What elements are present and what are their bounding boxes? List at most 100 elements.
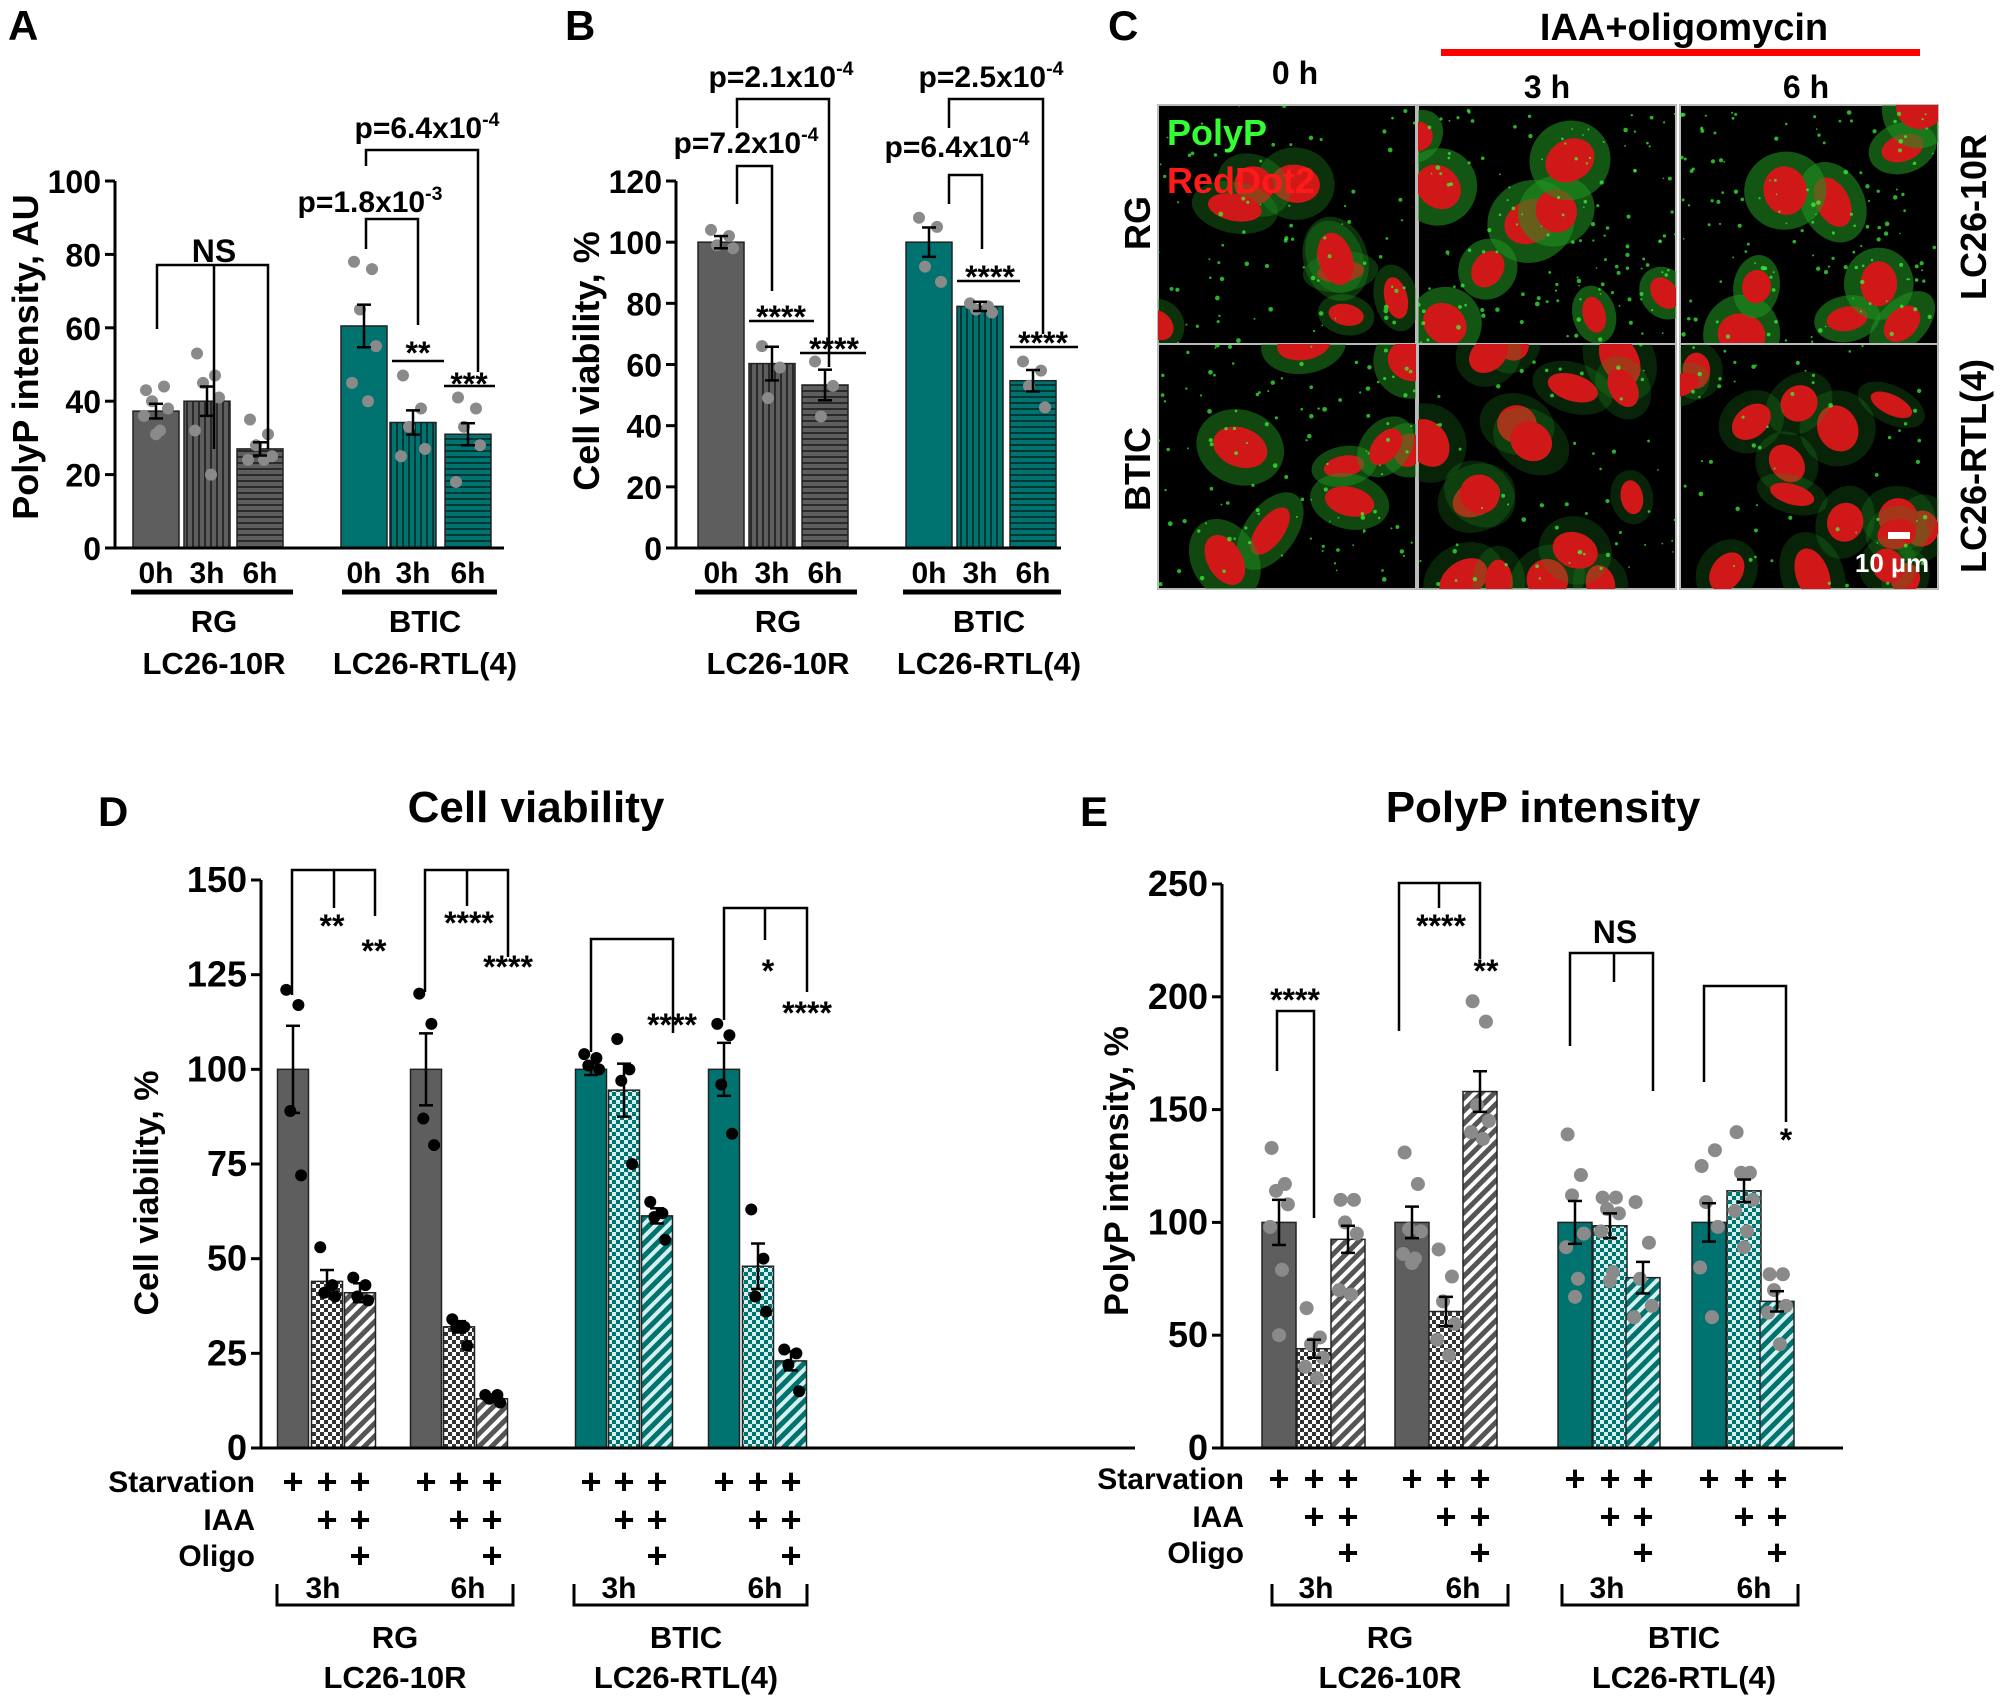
error-bar [1737,1178,1751,1204]
bar [801,384,849,549]
error-bar [765,345,779,382]
significance-label: ** [406,335,431,371]
data-point [626,1158,639,1170]
data-point [1465,994,1480,1009]
data-point [726,1127,739,1140]
data-point [1568,1289,1582,1304]
data-point [1594,1224,1609,1239]
data-point [762,392,774,405]
x-tick-label: 0h [703,557,738,590]
data-point [370,340,382,353]
y-tick-label: 50 [1168,1314,1208,1355]
data-point [461,1339,474,1352]
p-value-base: p=1.8x10 [298,186,426,219]
data-point [362,395,374,408]
treatment-row-label: IAA [203,1504,255,1537]
bar [574,1068,608,1449]
data-point [314,1241,327,1254]
data-point [295,1169,308,1182]
error-bar [784,1350,798,1372]
p-value-base: p=6.4x10 [355,112,483,145]
data-point [782,1358,795,1371]
data-point [1627,1310,1642,1325]
error-bar [1603,1212,1617,1240]
data-point [452,391,464,404]
p-value-base: p=6.4x10 [885,131,1013,164]
data-point [913,211,925,224]
data-point [347,1271,360,1284]
p-value-base: p=2.5x10 [919,61,1047,94]
p-value-exponent: -3 [425,183,442,205]
data-point [1608,1190,1623,1205]
data-point [326,1279,339,1292]
data-point [1772,1337,1787,1352]
p-value-label: p=6.4x10-4 [355,109,500,145]
data-point [745,1203,758,1216]
data-point [1603,1274,1617,1289]
chart-panel-d: 0 25 50 75 100 125 150 Cell viability Cell viabi… [108,783,1135,1695]
error-bar [406,409,420,436]
data-point [205,468,217,481]
error-bar [149,402,163,420]
data-point [397,369,409,382]
treatment-mark: + [481,1461,502,1502]
bar [1592,1225,1628,1449]
treatment-mark: + [448,1499,469,1540]
treatment-mark: + [613,1499,634,1540]
data-point [1441,1348,1456,1363]
p-value-exponent: -4 [801,124,818,146]
significance-annotations: ********************* [290,868,832,1052]
data-point [1710,1219,1725,1234]
treatment-row-label: Starvation [108,1466,255,1499]
data-point [413,987,426,1000]
data-point [191,347,203,360]
p-value-exponent: -4 [482,109,499,131]
data-point [474,439,486,452]
error-bar [717,1041,731,1098]
treatment-mark: + [1303,1458,1324,1499]
data-point [793,1385,806,1398]
data-point [470,402,482,415]
treatment-mark: + [448,1461,469,1502]
significance-label: **** [444,905,494,941]
treatment-mark: + [316,1461,337,1502]
treatment-mark: + [1766,1458,1787,1499]
data-point [1338,1215,1353,1230]
treatment-mark: + [1632,1496,1653,1537]
treatment-mark: + [481,1535,502,1576]
significance-label: **** [647,1007,697,1043]
data-point [1346,1192,1361,1207]
group-sublabel: LC26-RTL(4) [333,646,517,681]
significance-label: **** [782,995,832,1031]
p-value-label: p=2.5x10-4 [919,58,1064,94]
significance-bracket [735,97,831,367]
time-label: 6h [450,1572,485,1605]
row-label: BTIC [1117,427,1158,511]
error-bar [286,1024,300,1115]
y-tick-label: 0 [227,1427,247,1468]
error-bar [1026,368,1040,393]
treatment-mark: + [780,1499,801,1540]
bar [697,241,745,549]
data-point [1410,1177,1425,1192]
treatment-row-label: Starvation [1097,1463,1244,1496]
error-bar [1568,1199,1582,1246]
significance-label: **** [1416,908,1466,944]
error-bar [1405,1205,1419,1240]
bar [748,362,796,549]
treatment-mark: + [1766,1496,1787,1537]
data-point [644,1195,657,1208]
data-point [705,223,717,236]
group-sublabel: LC26-10R [1319,1660,1462,1695]
bar [607,1089,641,1449]
significance-label: NS [192,233,236,269]
group-label: RG [191,604,238,639]
data-point [1707,1143,1722,1158]
data-point [189,424,201,437]
bar [1462,1090,1498,1449]
data-point [623,1063,636,1076]
treatment-mark: + [747,1499,768,1540]
error-bar [1307,1338,1321,1360]
time-label: 3h [1298,1572,1333,1605]
